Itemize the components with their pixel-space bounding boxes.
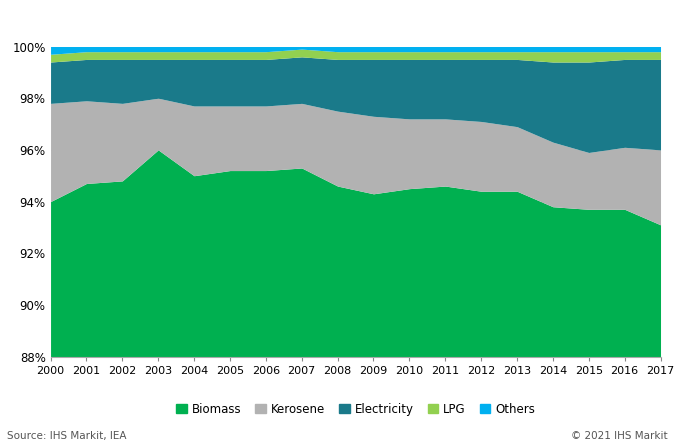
Legend: Biomass, Kerosene, Electricity, LPG, Others: Biomass, Kerosene, Electricity, LPG, Oth…: [176, 403, 535, 416]
Text: Kenya residential/commercial energy consumption  by fuel: Kenya residential/commercial energy cons…: [8, 17, 495, 32]
Text: Source: IHS Markit, IEA: Source: IHS Markit, IEA: [7, 431, 126, 441]
Text: © 2021 IHS Markit: © 2021 IHS Markit: [571, 431, 667, 441]
